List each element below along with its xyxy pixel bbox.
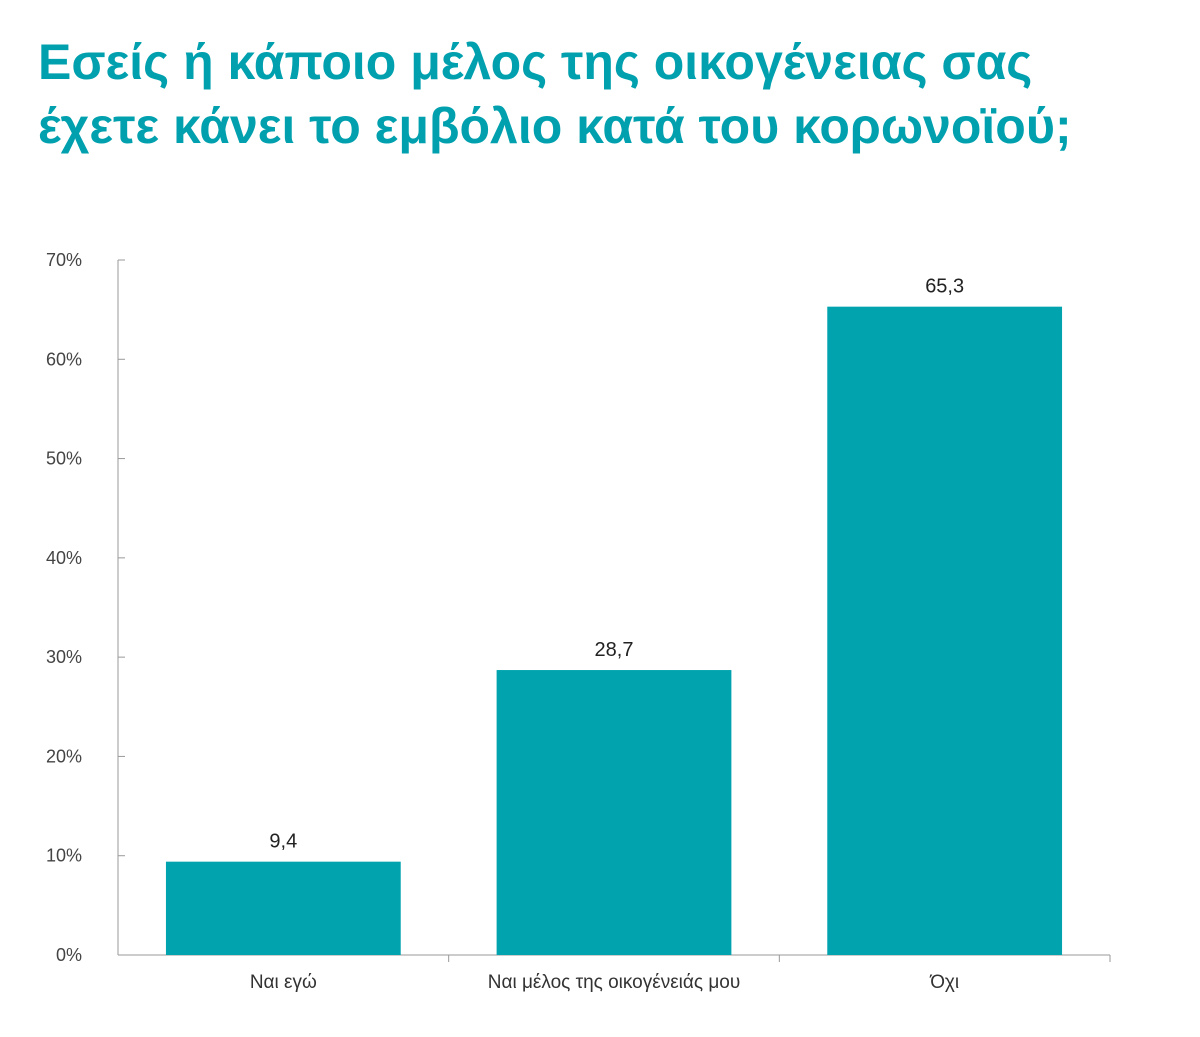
y-tick-label: 10%: [46, 846, 82, 866]
category-label: Όχι: [929, 972, 959, 993]
category-label: Ναι μέλος της οικογένειάς μου: [488, 972, 740, 993]
y-tick-label: 40%: [46, 548, 82, 568]
y-tick-label: 70%: [46, 250, 82, 270]
chart-title-line-1: Εσείς ή κάποιο μέλος της οικογένειας σας: [38, 34, 1033, 90]
bar: [496, 670, 732, 955]
bar: [165, 861, 401, 955]
chart-bars: [165, 306, 1063, 955]
chart-axes: 0% 10% 20% 30% 40% 50% 60% 70%: [46, 250, 1111, 965]
chart-title: Εσείς ή κάποιο μέλος της οικογένειας σας…: [38, 30, 1178, 158]
y-tick-label: 30%: [46, 647, 82, 667]
y-tick-label: 20%: [46, 746, 82, 766]
data-label: 9,4: [269, 831, 297, 853]
chart-title-line-2: έχετε κάνει το εμβόλιο κατά του κορωνοϊο…: [38, 98, 1072, 154]
data-label: 65,3: [925, 276, 964, 298]
y-tick-label: 50%: [46, 449, 82, 469]
y-tick-label: 60%: [46, 349, 82, 369]
category-label: Ναι εγώ: [250, 972, 317, 993]
chart-labels: 9,4 Ναι εγώ 28,7 Ναι μέλος της οικογένειάς …: [250, 276, 964, 993]
y-tick-label: 0%: [56, 945, 82, 965]
bar: [827, 306, 1063, 955]
data-label: 28,7: [595, 639, 634, 661]
